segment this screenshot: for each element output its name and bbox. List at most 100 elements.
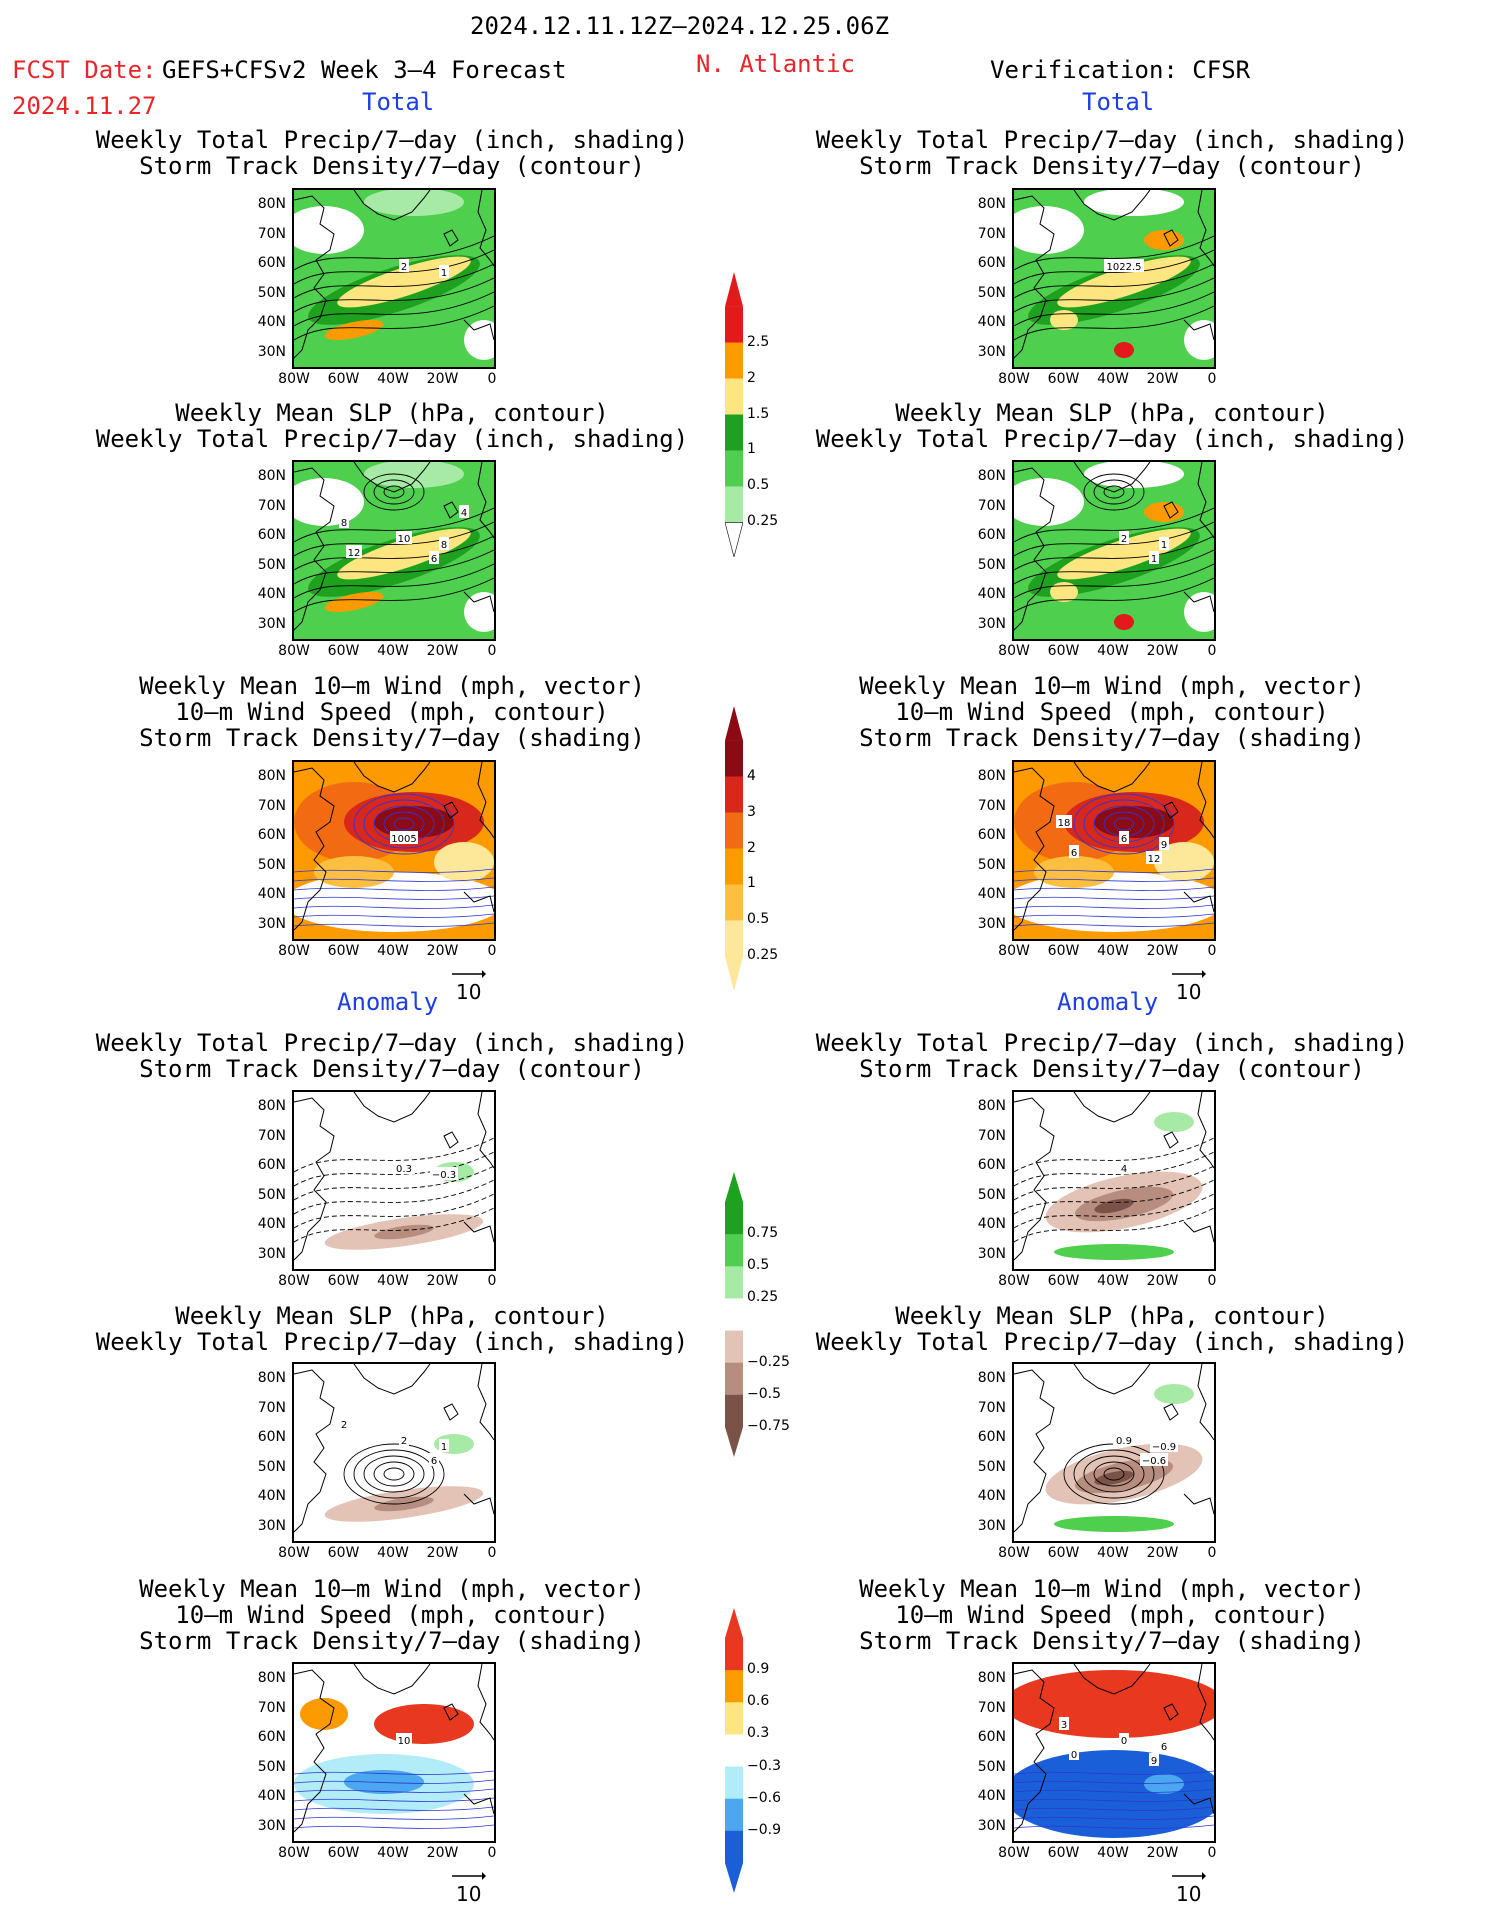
lat-tick-label: 40N bbox=[977, 586, 1006, 602]
colorbar-swatch bbox=[725, 1330, 743, 1364]
lon-tick-label: 60W bbox=[1047, 943, 1080, 959]
fcst-date-value: 2024.11.27 bbox=[12, 92, 157, 120]
contour-label: 10 bbox=[398, 1736, 411, 1747]
lon-tick-label: 0 bbox=[487, 1273, 497, 1289]
contour-label-bg bbox=[346, 545, 362, 558]
lat-tick-label: 70N bbox=[257, 225, 286, 242]
colorbar-swatches bbox=[725, 706, 743, 991]
vector-reference-value: 10 bbox=[1176, 980, 1202, 1004]
colorbar-label: 1 bbox=[747, 875, 756, 892]
lon-tick-label: 80W bbox=[278, 371, 310, 387]
colorbar-label: 0.5 bbox=[747, 477, 770, 494]
vector-reference-1: 10 bbox=[452, 960, 486, 1004]
contour-label: 9 bbox=[1161, 840, 1167, 851]
lat-tick-label: 50N bbox=[257, 1186, 286, 1203]
panel-title: Weekly Total Precip/7–day (inch, shading… bbox=[92, 1030, 692, 1082]
colorbar-label: −0.9 bbox=[747, 1821, 781, 1838]
lon-tick-label: 80W bbox=[998, 643, 1030, 659]
colorbar-arrow bbox=[725, 1863, 743, 1893]
panel-title-line: Weekly Mean 10–m Wind (mph, vector) bbox=[859, 672, 1365, 700]
lat-tick-label: 40N bbox=[257, 1216, 286, 1232]
contour-label-bg bbox=[1159, 537, 1169, 550]
lat-tick-label: 70N bbox=[257, 1699, 286, 1716]
colorbar-arrow bbox=[725, 1427, 743, 1457]
lon-tick-label: 0 bbox=[487, 1845, 497, 1861]
panel-title-line: Weekly Total Precip/7–day (inch, shading… bbox=[815, 425, 1409, 453]
contour-label-bg bbox=[459, 505, 469, 518]
lon-tick-label: 20W bbox=[426, 1845, 459, 1861]
colorbar-label: −0.75 bbox=[747, 1418, 790, 1434]
lon-tick-label: 40W bbox=[377, 943, 409, 959]
panel-title-line: Weekly Total Precip/7–day (inch, shading… bbox=[95, 1328, 689, 1356]
vector-reference-value: 10 bbox=[456, 980, 482, 1004]
lat-tick-label: 70N bbox=[257, 1127, 286, 1144]
colorbar-swatch bbox=[725, 1734, 743, 1768]
colorbar-swatch bbox=[725, 1234, 743, 1267]
colorbar-label: 0.5 bbox=[747, 1257, 770, 1274]
contour-label: −0.6 bbox=[1142, 1456, 1166, 1467]
colorbar-swatch bbox=[725, 342, 743, 380]
colorbar-arrow bbox=[724, 522, 744, 559]
map-plot: 0.3 −0.3 bbox=[294, 1092, 494, 1269]
lat-tick-label: 40N bbox=[257, 586, 286, 602]
contour-label: 6 bbox=[1161, 1742, 1167, 1753]
lon-tick-label: 80W bbox=[998, 1273, 1030, 1289]
lon-tick-label: 40W bbox=[377, 371, 409, 387]
verification-label: Verification: CFSR bbox=[990, 56, 1251, 84]
colorbar-swatch bbox=[725, 740, 743, 778]
lat-tick-label: 40N bbox=[257, 314, 286, 330]
section-anomaly-right: Anomaly bbox=[1057, 988, 1159, 1016]
colorbar-label: −0.3 bbox=[747, 1757, 781, 1774]
panel-title: Weekly Mean 10–m Wind (mph, vector) 10–m … bbox=[812, 673, 1412, 751]
lat-tick-label: 70N bbox=[977, 1127, 1006, 1144]
lat-tick-label: 60N bbox=[257, 1157, 286, 1173]
contour-label-bg bbox=[429, 1453, 439, 1466]
lat-tick-label: 70N bbox=[977, 1399, 1006, 1416]
contour-label: 0 bbox=[1121, 1736, 1127, 1747]
lat-tick-label: 50N bbox=[977, 1186, 1006, 1203]
lat-tick-label: 80N bbox=[257, 1370, 286, 1386]
lat-tick-label: 40N bbox=[977, 1488, 1006, 1504]
contour-label-bg bbox=[1069, 1747, 1079, 1760]
contour-label: 4 bbox=[1121, 1164, 1127, 1175]
panel-title-line: Weekly Mean 10–m Wind (mph, vector) bbox=[139, 672, 645, 700]
lat-tick-label: 50N bbox=[257, 856, 286, 873]
panel-title-line: Storm Track Density/7–day (shading) bbox=[139, 1627, 645, 1655]
lat-tick-label: 40N bbox=[977, 1788, 1006, 1804]
contour-label: 2 bbox=[341, 1420, 347, 1431]
lat-tick-label: 70N bbox=[977, 225, 1006, 242]
panel-title: Weekly Total Precip/7–day (inch, shading… bbox=[92, 127, 692, 179]
lat-tick-label: 80N bbox=[977, 1098, 1006, 1114]
colorbar-arrow bbox=[725, 1608, 743, 1638]
contour-label: 1 bbox=[1151, 554, 1157, 565]
colorbar-precip_anom bbox=[725, 1172, 743, 1461]
lon-tick-label: 40W bbox=[1097, 1845, 1129, 1861]
contour-label-bg bbox=[439, 1439, 449, 1452]
lon-tick-label: 40W bbox=[1097, 1273, 1129, 1289]
contour-label: −0.3 bbox=[432, 1170, 456, 1181]
contour-label-bg bbox=[1113, 1433, 1135, 1446]
lon-tick-label: 40W bbox=[377, 643, 409, 659]
lon-tick-label: 80W bbox=[278, 1545, 310, 1561]
lat-tick-label: 80N bbox=[977, 196, 1006, 212]
lon-tick-label: 0 bbox=[487, 643, 497, 659]
contour-label: 6 bbox=[1121, 834, 1127, 845]
lon-tick-label: 80W bbox=[278, 643, 310, 659]
colorbar-precip bbox=[724, 272, 744, 561]
lat-tick-label: 60N bbox=[977, 1729, 1006, 1745]
vector-arrow-icon bbox=[1172, 970, 1206, 978]
lat-tick-label: 30N bbox=[257, 1517, 286, 1534]
colorbar-swatch bbox=[725, 1298, 743, 1332]
contour-label: 4 bbox=[461, 508, 467, 519]
panel-title-line: Weekly Mean SLP (hPa, contour) bbox=[895, 399, 1329, 427]
fcst-date-label: FCST Date: bbox=[12, 56, 157, 84]
contour-label-bg bbox=[1104, 259, 1144, 272]
lon-tick-label: 0 bbox=[1207, 1545, 1217, 1561]
lat-tick-label: 30N bbox=[257, 1245, 286, 1262]
lon-tick-label: 40W bbox=[377, 1273, 409, 1289]
section-total-left: Total bbox=[362, 88, 435, 116]
lon-tick-label: 60W bbox=[1047, 1273, 1080, 1289]
colorbar-swatch bbox=[725, 920, 743, 957]
